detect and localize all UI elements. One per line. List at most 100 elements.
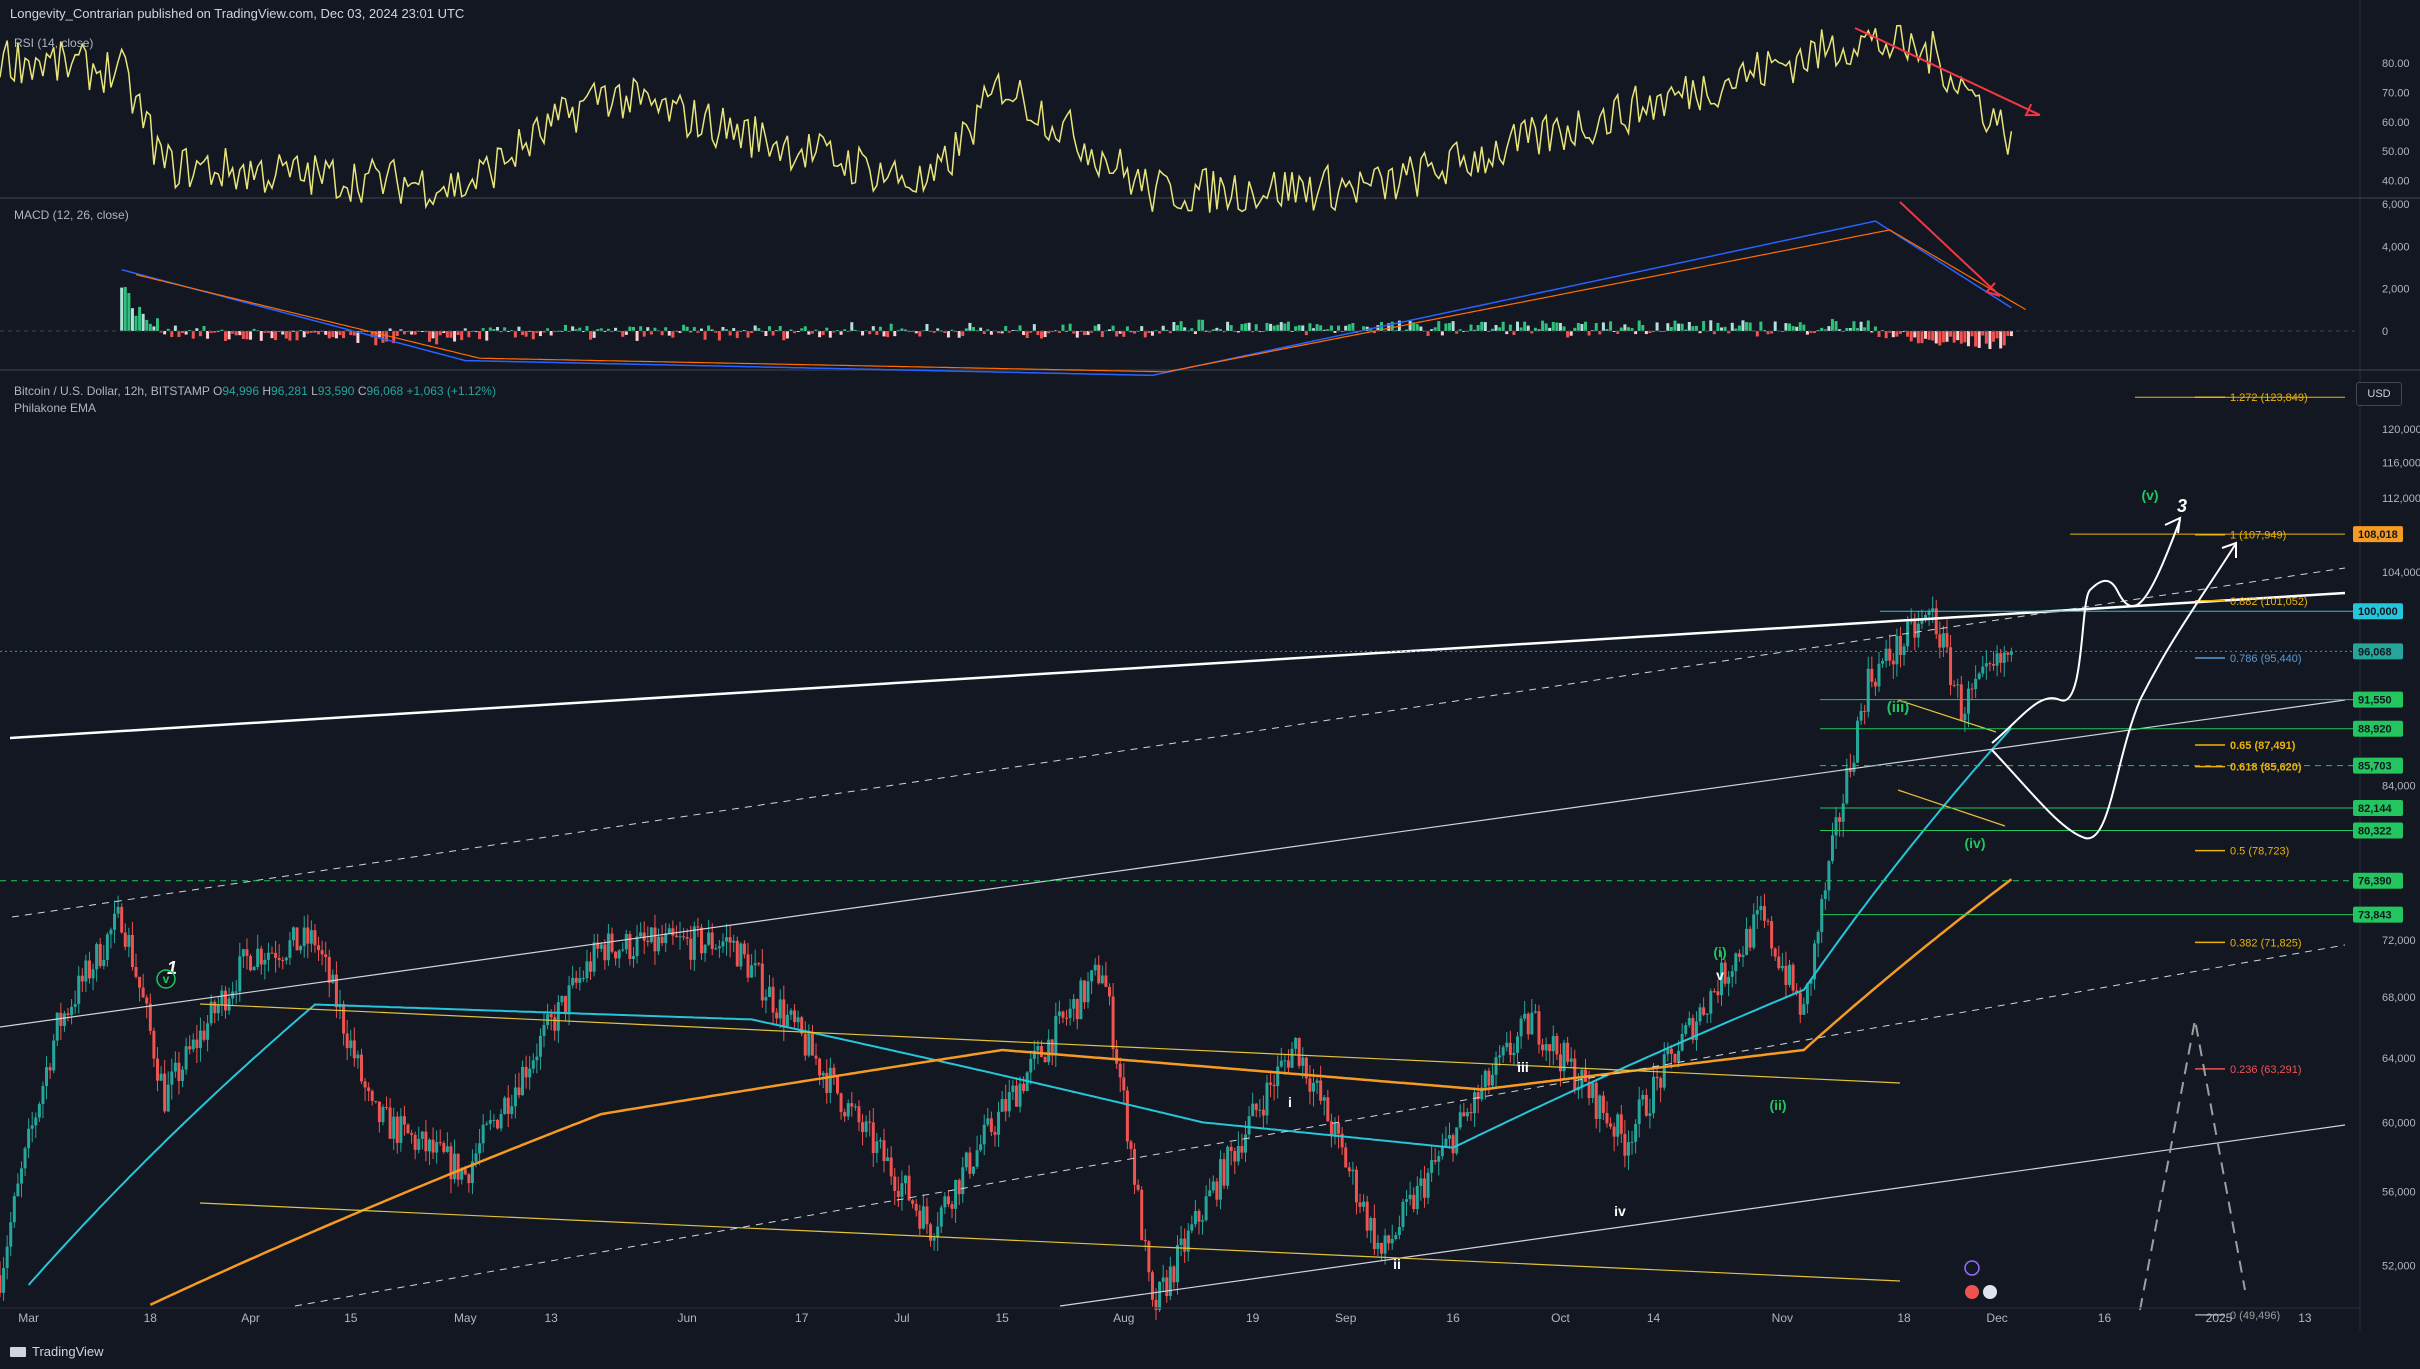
candle-body	[30, 1125, 34, 1129]
macd-bar	[1204, 330, 1208, 332]
macd-bar	[1691, 326, 1695, 331]
candle-body	[918, 1210, 922, 1229]
candle-body	[234, 991, 238, 993]
macd-label[interactable]: MACD (12, 26, close)	[14, 208, 129, 222]
candle	[535, 1043, 539, 1074]
macd-bar	[950, 329, 954, 331]
candle-body	[1487, 1070, 1491, 1086]
macd-bar	[818, 331, 822, 338]
candle	[1548, 1044, 1552, 1066]
rsi-tick-label: 50.00	[2382, 146, 2410, 158]
indicator-label[interactable]: Philakone EMA	[14, 401, 97, 415]
candle	[1798, 987, 1802, 1024]
macd-bar	[563, 324, 567, 331]
candle-body	[1490, 1074, 1494, 1086]
candle	[485, 1121, 489, 1126]
candle-body	[764, 996, 768, 1001]
rsi-label[interactable]: RSI (14, close)	[14, 36, 94, 50]
candle	[395, 1111, 399, 1154]
candle	[1140, 1186, 1144, 1241]
macd-bar	[1261, 331, 1265, 332]
candle	[209, 994, 213, 1027]
macd-bar	[1057, 331, 1061, 333]
candle-body	[306, 927, 310, 944]
candle-body	[166, 1084, 170, 1112]
candle	[1201, 1214, 1205, 1235]
candle	[1347, 1162, 1351, 1178]
candle-body	[105, 934, 109, 960]
macd-bar	[206, 331, 210, 339]
candle-body	[1186, 1230, 1190, 1252]
published-header: Longevity_Contrarian published on Tradin…	[10, 6, 465, 21]
candle	[1841, 793, 1845, 837]
candle	[1677, 1040, 1681, 1068]
candle	[1612, 1122, 1616, 1152]
macd-bar	[1791, 326, 1795, 331]
macd-bar	[1537, 329, 1541, 331]
currency-button[interactable]: USD	[2356, 382, 2402, 406]
candle-body	[1022, 1083, 1026, 1092]
macd-bar	[1680, 323, 1684, 331]
candle	[1433, 1148, 1437, 1165]
macd-bar	[420, 331, 424, 332]
candle	[1394, 1231, 1398, 1241]
macd-bar	[1347, 324, 1351, 331]
macd-bar	[692, 327, 696, 331]
candle-body	[599, 944, 603, 949]
candle-body	[474, 1153, 478, 1162]
macd-bar	[324, 331, 328, 335]
candle	[1075, 998, 1079, 1030]
candle-body	[370, 1091, 374, 1101]
macd-bar	[660, 331, 664, 336]
candle-body	[1308, 1078, 1312, 1092]
candle	[234, 979, 238, 1004]
candle-body	[331, 974, 335, 983]
candle-body	[1315, 1080, 1319, 1083]
candle	[871, 1108, 875, 1167]
macd-bar	[1372, 331, 1376, 334]
candle-body	[1390, 1239, 1394, 1244]
candle-body	[581, 978, 585, 980]
macd-bar	[349, 331, 353, 336]
candle-body	[1118, 1063, 1122, 1078]
candle-body	[19, 1168, 23, 1184]
x-axis-label: 13	[2298, 1311, 2312, 1325]
macd-bar	[553, 331, 557, 333]
candle-body	[1845, 767, 1849, 804]
candle-body	[1873, 681, 1877, 687]
macd-bar	[989, 331, 993, 335]
candle-body	[660, 936, 664, 944]
macd-bar	[1279, 322, 1283, 331]
candle-body	[1226, 1146, 1230, 1186]
candle-body	[560, 995, 564, 1003]
candle	[800, 1015, 804, 1037]
candle-body	[1619, 1114, 1623, 1134]
candle	[689, 925, 693, 970]
candle	[1830, 822, 1834, 864]
macd-bar	[807, 331, 811, 335]
candle-body	[571, 977, 575, 986]
candle-body	[649, 927, 653, 943]
candle-body	[1730, 971, 1734, 977]
candle	[1698, 1003, 1702, 1026]
macd-bar	[1351, 323, 1355, 331]
rsi-line	[0, 24, 2013, 213]
candle	[1412, 1187, 1416, 1213]
candle-body	[1924, 614, 1928, 619]
candle	[861, 1114, 865, 1146]
candle-body	[929, 1224, 933, 1241]
candle-body	[1100, 975, 1104, 984]
candle	[470, 1149, 474, 1195]
candle	[878, 1137, 882, 1149]
macd-bar	[1322, 329, 1326, 331]
symbol-legend[interactable]: Bitcoin / U.S. Dollar, 12h, BITSTAMP O94…	[14, 384, 496, 415]
projected-path-correction	[1991, 544, 2236, 840]
candle-body	[782, 999, 786, 1026]
candle-body	[542, 1025, 546, 1036]
candle-body	[993, 1131, 997, 1135]
candle	[1215, 1178, 1219, 1207]
tradingview-brand[interactable]: TradingView	[10, 1344, 104, 1359]
macd-bar	[1780, 331, 1784, 332]
candle	[1211, 1175, 1215, 1194]
